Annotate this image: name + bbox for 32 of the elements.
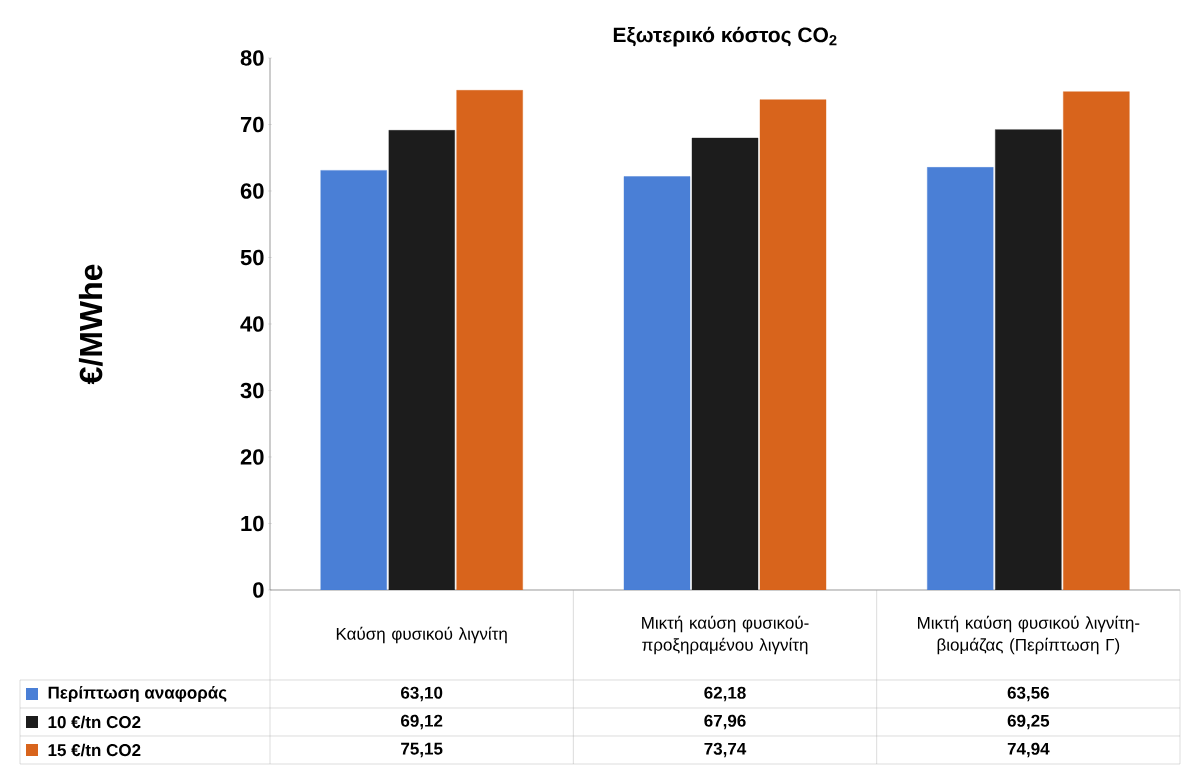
data-label: 69,12 xyxy=(401,714,443,730)
x-tick-label: Μικτή καύση φυσικού-προξηραμένου λιγνίτη xyxy=(642,615,809,655)
legend-label: 15 €/tn CO2 xyxy=(48,743,141,757)
y-axis-title: €/MWhe xyxy=(78,264,103,385)
data-label: 75,15 xyxy=(401,742,443,758)
data-label: 62,18 xyxy=(704,686,746,702)
y-tick-label: 50 xyxy=(240,249,264,266)
y-tick-label: 40 xyxy=(240,316,264,332)
data-label: 74,94 xyxy=(1007,742,1050,758)
data-label: 67,96 xyxy=(704,714,746,730)
data-label: 73,74 xyxy=(704,742,747,758)
legend-label: Περίπτωση αναφοράς xyxy=(48,685,227,703)
legend-label: 10 €/tn CO2 xyxy=(48,715,141,729)
chart-title: Εξωτερικό κόστος CO$_{2}$ xyxy=(613,26,837,47)
x-tick-label: Μικτή καύση φυσικού λιγνίτη-βιομάζας (Περίπτωση Γ) xyxy=(917,615,1140,655)
bar xyxy=(320,170,387,590)
bar xyxy=(623,176,691,590)
bar xyxy=(927,167,994,590)
data-label: 63,10 xyxy=(401,686,443,702)
bar xyxy=(1063,91,1130,590)
x-tick-label: Καύση φυσικού λιγνίτη xyxy=(336,626,507,644)
bar xyxy=(759,99,827,590)
y-tick-label: 0 xyxy=(253,582,264,598)
y-tick-label: 30 xyxy=(240,382,264,399)
y-tick-label: 20 xyxy=(240,449,264,465)
bar xyxy=(456,90,523,590)
y-tick-label: 70 xyxy=(240,116,264,133)
data-label: 63,56 xyxy=(1007,686,1049,702)
y-tick-label: 60 xyxy=(240,183,264,199)
y-tick-label: 10 xyxy=(241,515,264,532)
data-label: 69,25 xyxy=(1007,714,1050,730)
y-tick-label: 80 xyxy=(240,50,264,66)
